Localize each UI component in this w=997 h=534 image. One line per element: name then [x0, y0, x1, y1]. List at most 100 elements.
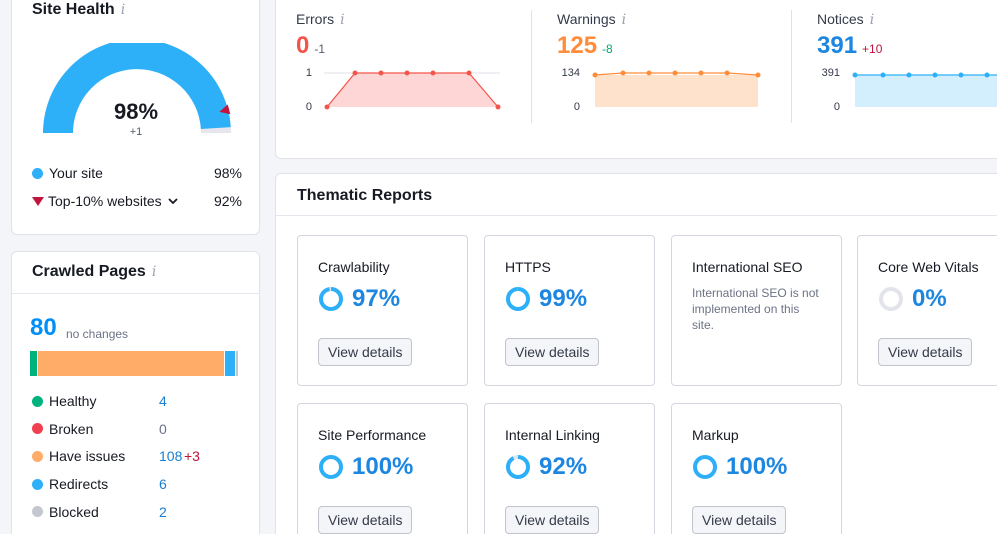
info-icon[interactable]: i [340, 12, 345, 28]
report-title[interactable]: Core Web Vitals [878, 259, 979, 275]
view-details-button[interactable]: View details [505, 506, 600, 534]
notices-point [880, 72, 886, 78]
top10-marker-icon [219, 104, 231, 115]
status-dot-icon [32, 450, 43, 462]
crawled-row-have-issues[interactable]: Have issues 108 +3 [32, 448, 232, 464]
notices-point [958, 72, 964, 78]
errors-label: Errors [296, 11, 335, 27]
report-score[interactable]: 0% [878, 285, 947, 313]
info-icon[interactable]: i [120, 2, 126, 18]
report-score[interactable]: 99% [505, 285, 587, 313]
view-details-button[interactable]: View details [505, 338, 600, 366]
divider [791, 10, 792, 123]
notices-point [932, 72, 938, 78]
view-details-button[interactable]: View details [318, 506, 413, 534]
gauge-fill [43, 43, 231, 134]
errors-point [466, 70, 472, 76]
site-health-score: 98% [113, 99, 159, 124]
stack-segment-healthy[interactable] [30, 351, 37, 376]
legend-your-site: Your site 98% [32, 165, 242, 181]
info-icon[interactable]: i [869, 12, 875, 28]
crawled-row-redirects[interactable]: Redirects 6 [32, 476, 232, 492]
your-site-dot-icon [32, 167, 43, 179]
site-health-title: Site Health [32, 1, 115, 18]
crawled-row-value[interactable]: 108 [159, 448, 183, 465]
crawled-pages-header: Crawled Pages i [32, 263, 156, 281]
warnings-point [672, 70, 678, 76]
errors-count[interactable]: 0 -1 [296, 32, 326, 59]
chevron-down-icon[interactable] [167, 194, 178, 208]
progress-ring-icon [879, 287, 903, 311]
errors-block[interactable]: Errors i 0 -1 [296, 11, 345, 60]
issues-card: Errors i 0 -1 1 0 Warnings i 125 -8 134 0 No… [275, 0, 997, 159]
warnings-point [755, 72, 761, 78]
report-title[interactable]: Site Performance [318, 427, 427, 443]
errors-ytick-min: 0 [305, 101, 312, 113]
report-tile-site-performance: Site Performance 100% View details [297, 403, 468, 534]
site-health-delta: +1 [129, 126, 143, 138]
warnings-ytick-min: 0 [573, 101, 580, 113]
thematic-reports-card: Thematic Reports Crawlability 97% View det… [275, 173, 997, 534]
report-title[interactable]: Internal Linking [505, 427, 600, 443]
report-score[interactable]: 100% [692, 453, 787, 481]
notices-ytick-max: 391 [821, 67, 840, 79]
notices-point [984, 72, 990, 78]
warnings-ytick-max: 134 [561, 67, 580, 79]
report-title[interactable]: HTTPS [505, 259, 551, 275]
warnings-point [698, 70, 704, 76]
legend-top10[interactable]: Top-10% websites 92% [32, 193, 242, 209]
info-icon[interactable]: i [621, 12, 627, 28]
warnings-count[interactable]: 125 -8 [557, 32, 613, 59]
warnings-block[interactable]: Warnings i 125 -8 [557, 11, 626, 60]
report-tile-international-seo: International SEO International SEO is no… [671, 235, 842, 386]
errors-point [378, 70, 384, 76]
view-details-button[interactable]: View details [878, 338, 973, 366]
notices-ytick-min: 0 [833, 101, 840, 113]
errors-sparkline [324, 70, 501, 110]
crawled-row-broken[interactable]: Broken 0 [32, 421, 232, 437]
report-title[interactable]: Crawlability [318, 259, 390, 275]
progress-ring-icon [506, 455, 530, 479]
report-tile-internal-linking: Internal Linking 92% View details [484, 403, 655, 534]
info-icon[interactable]: i [151, 264, 157, 280]
errors-ytick-max: 1 [305, 67, 312, 79]
crawled-row-label: Healthy [49, 393, 97, 409]
progress-ring-icon [693, 455, 717, 479]
report-score[interactable]: 97% [318, 285, 400, 313]
divider [276, 215, 997, 216]
warnings-sparkline [592, 70, 761, 107]
crawled-row-healthy[interactable]: Healthy 4 [32, 393, 232, 409]
report-title[interactable]: Markup [692, 427, 739, 443]
warnings-point [592, 72, 598, 78]
report-tile-https: HTTPS 99% View details [484, 235, 655, 386]
crawled-row-value[interactable]: 2 [159, 503, 167, 520]
stack-segment-blocked[interactable] [234, 351, 238, 376]
notices-block[interactable]: Notices i 391 +10 [817, 11, 882, 60]
top10-label[interactable]: Top-10% websites [48, 193, 162, 209]
view-details-button[interactable]: View details [318, 338, 413, 366]
progress-ring-icon [506, 287, 530, 311]
stack-segment-redirects[interactable] [224, 351, 235, 376]
report-title[interactable]: International SEO [692, 259, 803, 275]
warnings-label: Warnings [557, 11, 616, 27]
report-score[interactable]: 92% [505, 453, 587, 481]
warnings-point [724, 70, 730, 76]
crawled-row-blocked[interactable]: Blocked 2 [32, 504, 232, 520]
top10-value: 92% [213, 193, 242, 209]
crawled-row-value[interactable]: 0 [159, 420, 167, 437]
crawled-row-label: Have issues [49, 448, 126, 465]
status-dot-icon [32, 478, 43, 490]
crawled-stacked-bar[interactable] [30, 351, 238, 376]
crawled-row-label: Broken [49, 420, 94, 437]
crawled-pages-title: Crawled Pages [32, 263, 146, 280]
notices-count[interactable]: 391 +10 [817, 32, 883, 59]
crawled-row-value[interactable]: 6 [159, 476, 167, 493]
crawled-total[interactable]: 80 [30, 314, 57, 341]
stack-segment-have-issues[interactable] [36, 351, 225, 376]
view-details-button[interactable]: View details [692, 506, 787, 534]
notices-sparkline [852, 72, 997, 107]
crawled-row-value[interactable]: 4 [159, 393, 167, 409]
report-score[interactable]: 100% [318, 453, 413, 481]
warnings-point [620, 70, 626, 76]
site-health-header: Site Health i [32, 1, 125, 19]
